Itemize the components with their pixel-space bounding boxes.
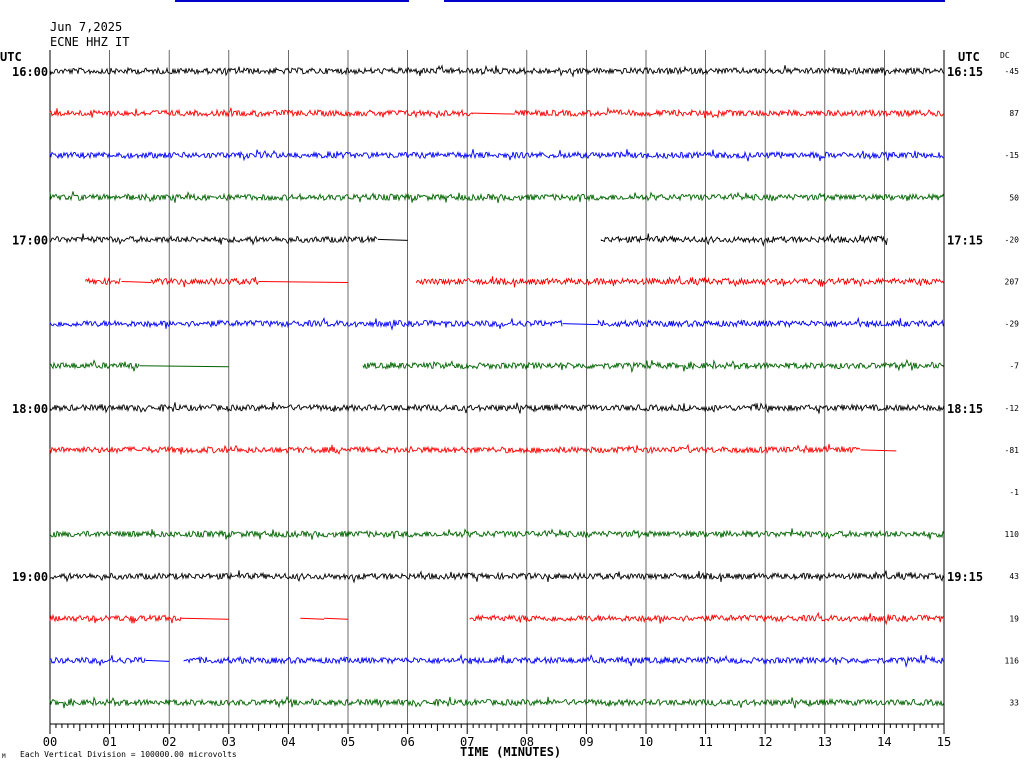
trace-flat xyxy=(121,281,152,283)
axis-tick-label: 15 xyxy=(937,735,951,749)
trace-group xyxy=(49,64,945,709)
trace-flat xyxy=(300,617,325,620)
axis-tick-label: 02 xyxy=(162,735,176,749)
row-time-left: 19:00 xyxy=(12,570,48,584)
corner-mark: M xyxy=(2,753,6,760)
trace-flat xyxy=(562,323,599,326)
row-dc-value: -1 xyxy=(1009,488,1019,497)
trace-segment xyxy=(49,64,945,78)
row-time-right: 16:15 xyxy=(947,65,983,79)
trace-flat xyxy=(258,281,349,283)
scale-note: Each Vertical Division = 100000.00 micro… xyxy=(20,750,237,759)
row-time-left: 17:00 xyxy=(12,233,48,247)
row-time-left: 18:00 xyxy=(12,402,48,416)
axis-tick-label: 04 xyxy=(281,735,295,749)
axis-tick-label: 07 xyxy=(460,735,474,749)
trace-segment xyxy=(49,316,563,331)
axis-tick-label: 06 xyxy=(400,735,414,749)
row-dc-value: -45 xyxy=(1005,67,1020,76)
row-time-left: 16:00 xyxy=(12,65,48,79)
axis-tick-label: 14 xyxy=(877,735,891,749)
row-dc-value: 110 xyxy=(1005,530,1020,539)
trace-segment xyxy=(49,402,945,414)
trace-flat xyxy=(181,617,229,620)
axis-tick-label: 10 xyxy=(639,735,653,749)
row-dc-value: -29 xyxy=(1005,320,1020,329)
row-dc-value: -81 xyxy=(1005,446,1020,455)
row-dc-value: 207 xyxy=(1005,278,1020,287)
trace-segment xyxy=(416,275,944,288)
top-bar-right xyxy=(444,0,945,2)
utc-label-left: UTC xyxy=(0,50,22,64)
axis-tick-label: 11 xyxy=(698,735,712,749)
row-dc-value: 116 xyxy=(1005,656,1020,665)
row-dc-value: 43 xyxy=(1009,572,1019,581)
axis-tick-label: 00 xyxy=(43,735,57,749)
trace-flat xyxy=(377,238,408,241)
axis-tick-label: 09 xyxy=(579,735,593,749)
trace-segment xyxy=(362,358,945,374)
row-dc-value: 87 xyxy=(1009,109,1019,118)
trace-segment xyxy=(49,233,378,246)
trace-segment xyxy=(469,611,944,626)
trace-flat xyxy=(139,365,229,368)
trace-flat xyxy=(324,617,349,620)
row-dc-value: -20 xyxy=(1005,235,1020,244)
trace-segment xyxy=(597,316,944,329)
grid-lines xyxy=(49,50,945,724)
trace-segment xyxy=(49,359,140,372)
row-time-right: 18:15 xyxy=(947,402,983,416)
trace-segment xyxy=(49,570,945,584)
axis-tick-label: 05 xyxy=(341,735,355,749)
row-dc-value: 50 xyxy=(1009,193,1019,202)
trace-flat xyxy=(860,449,897,452)
axis-tick-label: 01 xyxy=(102,735,116,749)
axis-tick-label: 03 xyxy=(222,735,236,749)
trace-segment xyxy=(183,653,944,669)
dc-column-label: DC xyxy=(1000,51,1010,60)
top-bar-left xyxy=(175,0,409,2)
trace-flat xyxy=(145,659,170,662)
row-dc-value: -7 xyxy=(1009,362,1019,371)
row-dc-value: -15 xyxy=(1005,151,1020,160)
trace-segment xyxy=(150,276,259,288)
trace-segment xyxy=(49,443,861,455)
trace-segment xyxy=(85,276,121,286)
x-axis-label: TIME (MINUTES) xyxy=(460,745,562,759)
utc-label-right: UTC xyxy=(958,50,980,64)
row-label-group: 16:00 16:15 -45 87 -15 50 17:00 17:15 -20 207 -29 -… xyxy=(12,65,1019,708)
trace-segment xyxy=(49,613,182,624)
row-time-right: 19:15 xyxy=(947,570,983,584)
trace-segment xyxy=(49,107,474,119)
axis-tick-label: 12 xyxy=(758,735,772,749)
record-date: Jun 7,2025 xyxy=(50,20,123,34)
row-time-right: 17:15 xyxy=(947,233,983,247)
row-dc-value: 33 xyxy=(1009,699,1019,708)
trace-segment xyxy=(49,695,945,709)
axis-tick-label: 08 xyxy=(520,735,534,749)
trace-segment xyxy=(49,655,146,666)
row-dc-value: 19 xyxy=(1009,614,1019,623)
station-code: ECNE HHZ IT xyxy=(50,35,130,49)
row-dc-value: -12 xyxy=(1005,404,1020,413)
trace-flat xyxy=(473,112,515,115)
trace-segment xyxy=(514,106,945,119)
time-axis: 00 01 02 03 04 05 06 07 08 09 10 11 12 13 14 15 xyxy=(43,723,951,749)
axis-tick-label: 13 xyxy=(818,735,832,749)
trace-segment xyxy=(49,191,945,203)
trace-segment xyxy=(600,233,888,247)
trace-segment xyxy=(49,149,945,162)
trace-segment xyxy=(49,528,945,540)
